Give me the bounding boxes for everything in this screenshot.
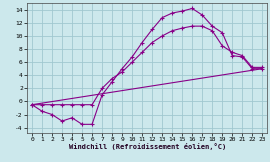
X-axis label: Windchill (Refroidissement éolien,°C): Windchill (Refroidissement éolien,°C)	[69, 143, 226, 150]
